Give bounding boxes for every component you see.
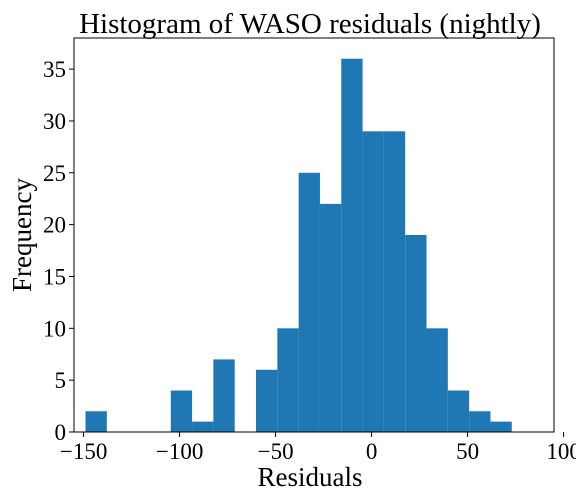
histogram-bar-16: [426, 328, 448, 432]
plot-frame: [73, 37, 555, 433]
histogram-bar-13: [362, 131, 384, 432]
histogram-bar-14: [383, 131, 406, 432]
x-tick-label: 100: [546, 439, 576, 464]
x-axis: −150 −100 −50 0 50 100: [60, 432, 576, 464]
histogram-bar-10: [298, 172, 320, 432]
y-axis: 0 5 10 15 20 25 30 35: [43, 57, 74, 445]
y-tick-label: 10: [43, 316, 66, 341]
x-tick-label: −150: [60, 439, 107, 464]
x-tick-label: −100: [156, 439, 203, 464]
histogram-bar-19: [490, 421, 512, 432]
x-axis-label: Residuals: [258, 462, 363, 492]
y-tick-label: 35: [43, 57, 66, 82]
histogram-bar-6: [213, 359, 235, 432]
histogram-bar-18: [469, 411, 491, 432]
histogram-bar-12: [341, 58, 363, 432]
chart-title: Histogram of WASO residuals (nightly): [79, 8, 541, 40]
bars-group: [85, 58, 512, 432]
y-tick-label: 20: [43, 213, 66, 238]
x-tick-label: 50: [456, 439, 479, 464]
y-tick-label: 30: [43, 109, 66, 134]
y-tick-label: 15: [43, 264, 66, 289]
histogram-bar-5: [192, 421, 214, 432]
histogram-bar-11: [319, 203, 342, 432]
histogram-bar-4: [170, 390, 193, 432]
y-tick-label: 5: [55, 368, 67, 393]
x-tick-label: −50: [258, 439, 294, 464]
y-tick-label: 25: [43, 161, 66, 186]
histogram-bar-8: [256, 369, 278, 432]
y-axis-label: Frequency: [7, 178, 37, 292]
y-tick-label: 0: [55, 420, 67, 445]
histogram-bar-17: [447, 390, 470, 432]
histogram-bar-9: [277, 328, 299, 432]
x-tick-label: 0: [366, 439, 378, 464]
histogram-bar-15: [405, 235, 427, 432]
histogram-bar-0: [85, 411, 107, 432]
